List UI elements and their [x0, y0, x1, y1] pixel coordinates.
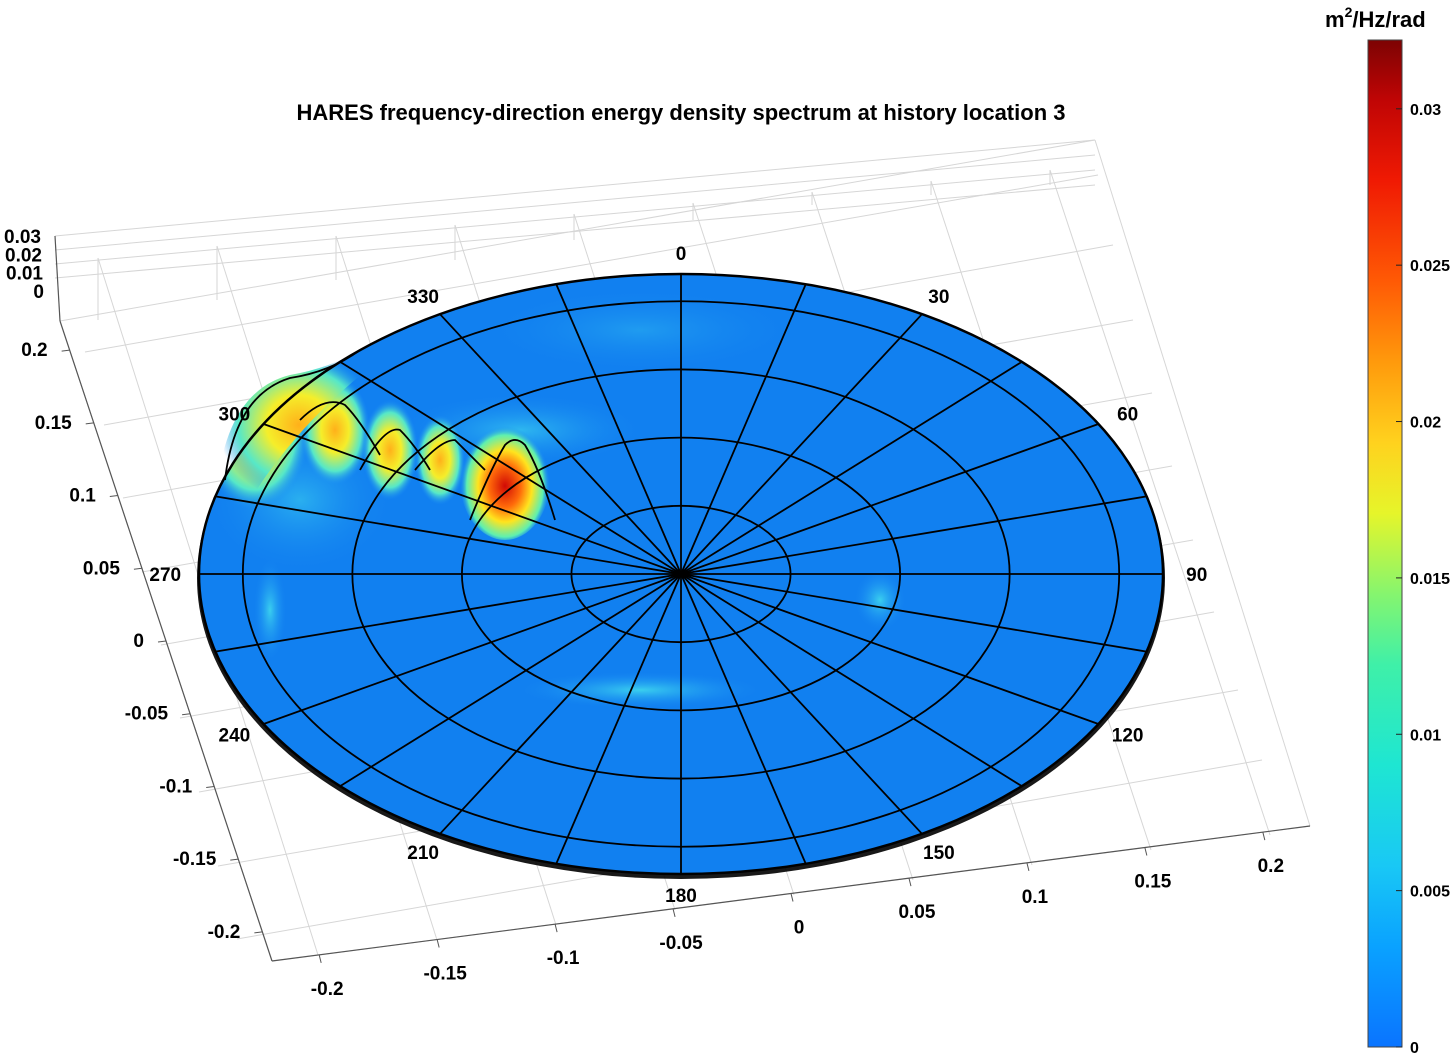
x-tick-mark: [1026, 862, 1030, 871]
direction-label-60: 60: [1117, 405, 1138, 426]
colorbar-tick-label: 0.025: [1410, 258, 1450, 275]
direction-label-120: 120: [1112, 726, 1144, 747]
direction-spoke-150: [680, 573, 923, 835]
x-tick-label: -0.2: [311, 979, 344, 1000]
x-tick-label: 0.2: [1258, 856, 1284, 877]
x-tick-mark: [672, 908, 676, 917]
z-tick-label: 0.03: [4, 227, 41, 248]
direction-label-30: 30: [928, 287, 949, 308]
direction-spoke-195: [555, 573, 682, 865]
x-tick-mark: [436, 939, 440, 948]
colorbar-tick-label: 0.02: [1410, 415, 1441, 432]
y-tick-mark: [133, 567, 142, 570]
x-tick-mark: [790, 893, 794, 902]
direction-label-240: 240: [219, 726, 251, 747]
direction-label-180: 180: [665, 886, 697, 907]
peak-outlines: [224, 349, 556, 521]
y-tick-label: 0: [133, 631, 144, 652]
direction-spoke-75: [680, 495, 1147, 575]
direction-spoke-135: [680, 573, 1023, 787]
direction-spoke-210: [439, 573, 682, 835]
colorbar-tick-label: 0.01: [1410, 727, 1441, 744]
direction-spoke-345: [555, 283, 682, 575]
y-tick-mark: [157, 640, 167, 643]
direction-label-0: 0: [676, 244, 687, 265]
y-tick-label: -0.15: [173, 849, 217, 870]
peak-outline-rim: [224, 349, 361, 481]
direction-spoke-105: [680, 573, 1147, 653]
colorbar-gradient: [1367, 39, 1403, 1048]
y-axis-ticks: -0.2 -0.15 -0.1 -0.05 0 0.05 0.1 0.15 0.2: [21, 340, 263, 943]
y-tick-mark: [206, 785, 215, 788]
x-tick-mark: [908, 878, 912, 887]
polar-grid: [197, 272, 1165, 876]
y-tick-label: 0.15: [35, 413, 72, 434]
y-tick-mark: [61, 349, 70, 352]
colorbar-ticks: 0 0.005 0.01 0.015 0.02 0.025 0.03: [1396, 102, 1450, 1056]
direction-spoke-120: [680, 573, 1099, 725]
x-tick-label: -0.15: [423, 964, 467, 985]
x-tick-mark: [1262, 832, 1266, 841]
x-tick-label: -0.1: [547, 948, 580, 969]
direction-label-210: 210: [407, 843, 439, 864]
y-tick-label: -0.1: [159, 776, 192, 797]
direction-label-330: 330: [407, 287, 439, 308]
z-tick-label: 0.01: [6, 264, 43, 285]
direction-spoke-30: [680, 313, 923, 575]
x-tick-mark: [318, 954, 322, 963]
direction-label-270: 270: [149, 565, 181, 586]
y-tick-mark: [85, 422, 94, 425]
direction-spoke-15: [680, 283, 807, 575]
x-tick-label: 0: [794, 918, 805, 939]
direction-spoke-45: [680, 361, 1023, 575]
direction-spoke-225: [339, 573, 682, 787]
chart-title: HARES frequency-direction energy density…: [297, 100, 1066, 125]
y-tick-label: -0.2: [208, 922, 241, 943]
y-tick-mark: [182, 713, 191, 716]
direction-spoke-330: [439, 313, 682, 575]
direction-spoke-240: [263, 573, 682, 725]
y-tick-mark: [230, 858, 239, 861]
x-tick-mark: [554, 924, 558, 933]
z-tick-label: 0.02: [5, 245, 42, 266]
x-axis-ticks: -0.2 -0.15 -0.1 -0.05 0 0.05 0.1 0.15 0.2: [311, 832, 1284, 1000]
direction-label-150: 150: [923, 843, 955, 864]
colorbar-tick-label: 0: [1410, 1040, 1419, 1056]
direction-spoke-285: [215, 495, 682, 575]
colorbar: 0 0.005 0.01 0.015 0.02 0.025 0.03 m2/Hz/rad: [1325, 4, 1450, 1056]
x-tick-label: 0.1: [1022, 887, 1049, 908]
direction-label-90: 90: [1186, 565, 1207, 586]
colorbar-tick-label: 0.03: [1410, 102, 1441, 119]
x-tick-label: 0.15: [1134, 871, 1171, 892]
peak-outline-ridge-3: [414, 439, 486, 471]
y-tick-label: 0.2: [21, 340, 47, 361]
direction-spoke-300: [263, 423, 682, 575]
direction-spoke-255: [215, 573, 682, 653]
peak-outline-ridge-2: [359, 428, 431, 471]
y-tick-mark: [109, 495, 118, 498]
z-axis-ticks: 00.010.020.03: [4, 227, 44, 303]
y-tick-label: 0.1: [69, 486, 96, 507]
colorbar-tick-label: 0.005: [1410, 884, 1450, 901]
y-tick-label: 0.05: [83, 558, 120, 579]
x-tick-mark: [1144, 847, 1148, 856]
direction-spoke-60: [680, 423, 1099, 575]
y-tick-label: -0.05: [125, 704, 169, 725]
x-tick-label: -0.05: [659, 933, 703, 954]
colorbar-tick-label: 0.015: [1410, 571, 1450, 588]
direction-labels: 0 30 60 90 120 150 180 210 240 270 300 330: [149, 244, 1207, 907]
peak-outline-ridge-1: [299, 401, 381, 456]
direction-spoke-165: [680, 573, 807, 865]
direction-spoke-315: [339, 361, 682, 575]
peak-outline-main: [469, 439, 556, 521]
direction-label-300: 300: [219, 405, 251, 426]
y-tick-mark: [254, 931, 263, 934]
z-tick-label: 0: [33, 282, 44, 303]
colorbar-label: m2/Hz/rad: [1325, 4, 1426, 32]
x-tick-label: 0.05: [898, 902, 935, 923]
